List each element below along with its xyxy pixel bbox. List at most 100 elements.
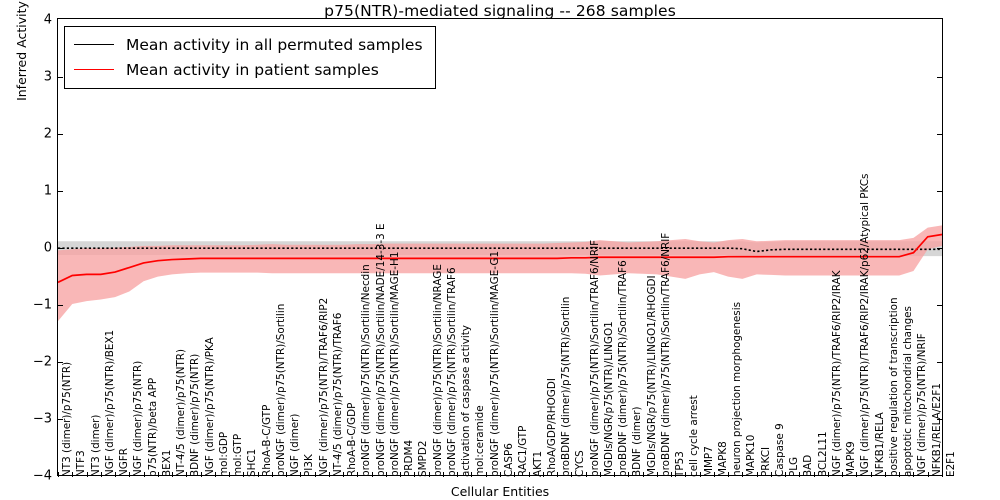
x-tick-mark: [229, 472, 231, 477]
y-tick-mark: [58, 134, 63, 135]
x-tick-mark: [685, 472, 687, 477]
x-tick-mark: [713, 472, 715, 477]
x-tick-mark: [257, 472, 259, 477]
x-tick-mark: [200, 472, 202, 477]
x-tick-label: NT-4/5 (dimer)/p75(NTR)/TRAF6: [331, 312, 344, 477]
x-tick-mark: [842, 472, 844, 477]
x-tick-label: NGFR: [118, 447, 131, 477]
x-tick-label: MGDIs/NGR/p75(NTR)/LINGO1: [602, 321, 615, 477]
x-tick-label: E2F1: [945, 451, 957, 477]
x-tick-mark: [856, 472, 858, 477]
x-tick-mark: [557, 472, 559, 477]
x-tick-mark: [514, 472, 516, 477]
legend-label-permuted: Mean activity in all permuted samples: [126, 35, 423, 54]
y-tick-mark: [937, 305, 942, 306]
x-tick-mark: [728, 472, 730, 477]
x-tick-mark: [457, 472, 459, 477]
chart-legend: Mean activity in all permuted samples Me…: [64, 26, 436, 89]
y-tick-mark: [58, 362, 63, 363]
x-tick-label: p75(NTR)/beta APP: [146, 377, 159, 477]
x-tick-mark: [671, 472, 673, 477]
x-tick-mark: [899, 472, 901, 477]
x-tick-label: neuron projection morphogenesis: [731, 301, 744, 477]
x-tick-mark: [799, 472, 801, 477]
x-tick-label: positive regulation of transcription: [887, 297, 900, 477]
x-tick-label: proNGF (dimer)/p75(NTR)/Sortilin/TRAF6/N…: [588, 239, 601, 477]
x-tick-label: PLG: [788, 456, 801, 477]
x-tick-mark: [870, 472, 872, 477]
x-tick-mark: [157, 472, 159, 477]
x-tick-label: RhoA/GDP/RHOGDI: [545, 378, 558, 477]
y-tick-mark: [937, 362, 942, 363]
x-tick-label: AKT1: [531, 450, 544, 477]
x-tick-label: BAD: [802, 454, 815, 477]
x-tick-mark: [742, 472, 744, 477]
y-tick-label: 0: [43, 240, 52, 256]
y-tick-label: 2: [43, 126, 52, 142]
x-tick-mark: [628, 472, 630, 477]
x-tick-label: BEX1: [160, 449, 173, 477]
x-tick-label: mol:GTP: [232, 433, 245, 477]
x-tick-mark: [129, 472, 131, 477]
plot-area: [58, 19, 942, 475]
x-tick-label: cell cycle arrest: [688, 395, 701, 477]
x-tick-mark: [172, 472, 174, 477]
x-tick-label: activation of caspase activity: [460, 325, 473, 477]
x-tick-mark: [913, 472, 915, 477]
legend-entry-permuted: Mean activity in all permuted samples: [74, 32, 423, 57]
x-tick-label: PRKCI: [759, 446, 772, 477]
x-tick-mark: [927, 472, 929, 477]
x-tick-label: proNGF (dimer)/p75(NTR)/Sortilin/NADE/14…: [374, 223, 387, 477]
x-tick-mark: [186, 472, 188, 477]
x-tick-mark: [785, 472, 787, 477]
y-tick-label: 1: [43, 183, 52, 199]
x-tick-label: MMP7: [702, 446, 715, 477]
x-tick-mark: [756, 472, 758, 477]
x-tick-label: RhoA-B-C/GDP: [346, 402, 359, 477]
y-tick-mark: [58, 248, 63, 249]
x-tick-label: NT-4/5 (dimer)/p75(NTR): [175, 348, 188, 477]
x-tick-label: NGF (dimer)/p75(NTR)/PKA: [203, 337, 216, 477]
x-tick-mark: [471, 472, 473, 477]
y-tick-mark: [58, 305, 63, 306]
x-tick-mark: [428, 472, 430, 477]
x-tick-label: NGF (dimer)/p75(NTR)/NRIF: [916, 333, 929, 477]
x-tick-label: NGF (dimer)/p75(NTR)/TRAF6/RIP2/IRAK/p62…: [859, 173, 872, 477]
x-tick-mark: [571, 472, 573, 477]
y-tick-mark: [937, 77, 942, 78]
x-tick-mark: [827, 472, 829, 477]
x-tick-mark: [400, 472, 402, 477]
y-axis-label: Inferred Activity: [14, 1, 29, 101]
x-tick-label: NFKB1/RELA: [873, 412, 886, 477]
x-tick-label: NGF (dimer)/p75(NTR)/BEX1: [103, 329, 116, 477]
x-tick-label: PI3K: [303, 454, 316, 477]
x-tick-mark: [614, 472, 616, 477]
x-tick-label: SHC1: [246, 448, 259, 477]
x-tick-mark: [770, 472, 772, 477]
x-tick-mark: [286, 472, 288, 477]
plot-frame: Inferred Activity −4 −3 −2 −1 0 1 2 3 4: [14, 1, 943, 484]
x-tick-label: MAPK9: [845, 441, 858, 477]
x-tick-label: proBDNF (dimer)/p75(NTR)/Sortilin/TRAF6/…: [659, 232, 672, 477]
x-tick-label: MAPK10: [745, 434, 758, 477]
x-tick-mark: [300, 472, 302, 477]
x-tick-label: proNGF (dimer)/p75(NTR)/Sortilin: [274, 303, 287, 477]
x-tick-label: proNGF (dimer)/p75(NTR)/Sortilin/MAGE-H1: [388, 251, 401, 477]
x-tick-mark: [442, 472, 444, 477]
x-tick-label: RhoA-B-C/GTP: [260, 404, 273, 477]
x-tick-label: proNGF (dimer)/p75(NTR)/Sortilin/MAGE-G1: [488, 250, 501, 477]
x-tick-mark: [371, 472, 373, 477]
x-tick-label: BCL2L11: [816, 431, 829, 477]
x-tick-mark: [243, 472, 245, 477]
x-tick-label: CYCS: [574, 450, 587, 477]
x-tick-label: NGF (dimer): [289, 413, 302, 477]
x-tick-label: proNGF (dimer)/p75(NTR)/Sortilin/NRAGE: [431, 264, 444, 477]
x-tick-mark: [143, 472, 145, 477]
x-tick-mark: [314, 472, 316, 477]
x-tick-mark: [86, 472, 88, 477]
x-tick-label: NGF (dimer)/p75(NTR): [132, 360, 145, 477]
y-tick-label: −4: [32, 468, 52, 484]
x-tick-mark: [385, 472, 387, 477]
x-tick-label: NGF (dimer)/p75(NTR)/TRAF6/RIP2: [317, 297, 330, 477]
